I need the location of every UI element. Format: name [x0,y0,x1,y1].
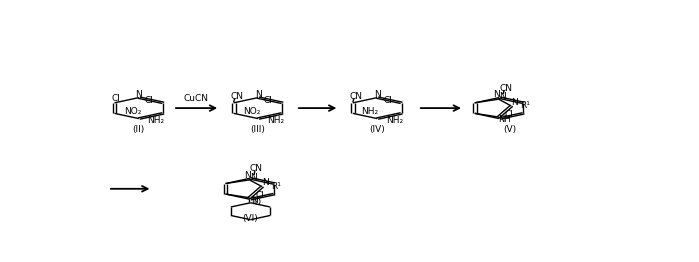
Text: NH₂: NH₂ [147,116,165,125]
Text: CN: CN [231,92,243,101]
Text: NH₂: NH₂ [386,116,403,125]
Text: NO₂: NO₂ [124,107,141,116]
Text: N: N [254,90,261,99]
Text: N: N [500,92,506,101]
Text: N: N [493,90,500,99]
Text: Cl: Cl [264,96,273,105]
Text: (II): (II) [133,125,145,134]
Text: NO₂: NO₂ [243,107,260,116]
Text: (IV): (IV) [369,125,385,134]
Text: (VI): (VI) [242,214,258,223]
Text: N: N [262,178,269,187]
Text: R¹: R¹ [271,182,280,191]
Text: Cl: Cl [505,111,514,119]
Text: (III): (III) [250,125,266,134]
Text: Cl: Cl [145,96,154,105]
Text: NH₂: NH₂ [361,107,379,116]
Text: Cl: Cl [383,96,392,105]
Text: Cl: Cl [112,94,120,103]
Text: N: N [374,90,380,99]
Text: N: N [136,90,142,99]
Text: N: N [250,173,257,182]
Text: N: N [512,97,518,107]
Text: CN: CN [250,164,263,173]
Text: R¹: R¹ [520,101,530,110]
Text: CN: CN [499,84,512,93]
Text: CuCN: CuCN [183,94,208,102]
Text: N: N [245,171,251,179]
Text: NH₂: NH₂ [267,116,284,125]
Text: NH: NH [498,115,510,124]
Text: CN: CN [350,92,363,101]
Text: Cl: Cl [256,191,265,200]
Text: O: O [254,198,261,207]
Text: N: N [252,196,258,205]
Text: (V): (V) [503,125,517,134]
